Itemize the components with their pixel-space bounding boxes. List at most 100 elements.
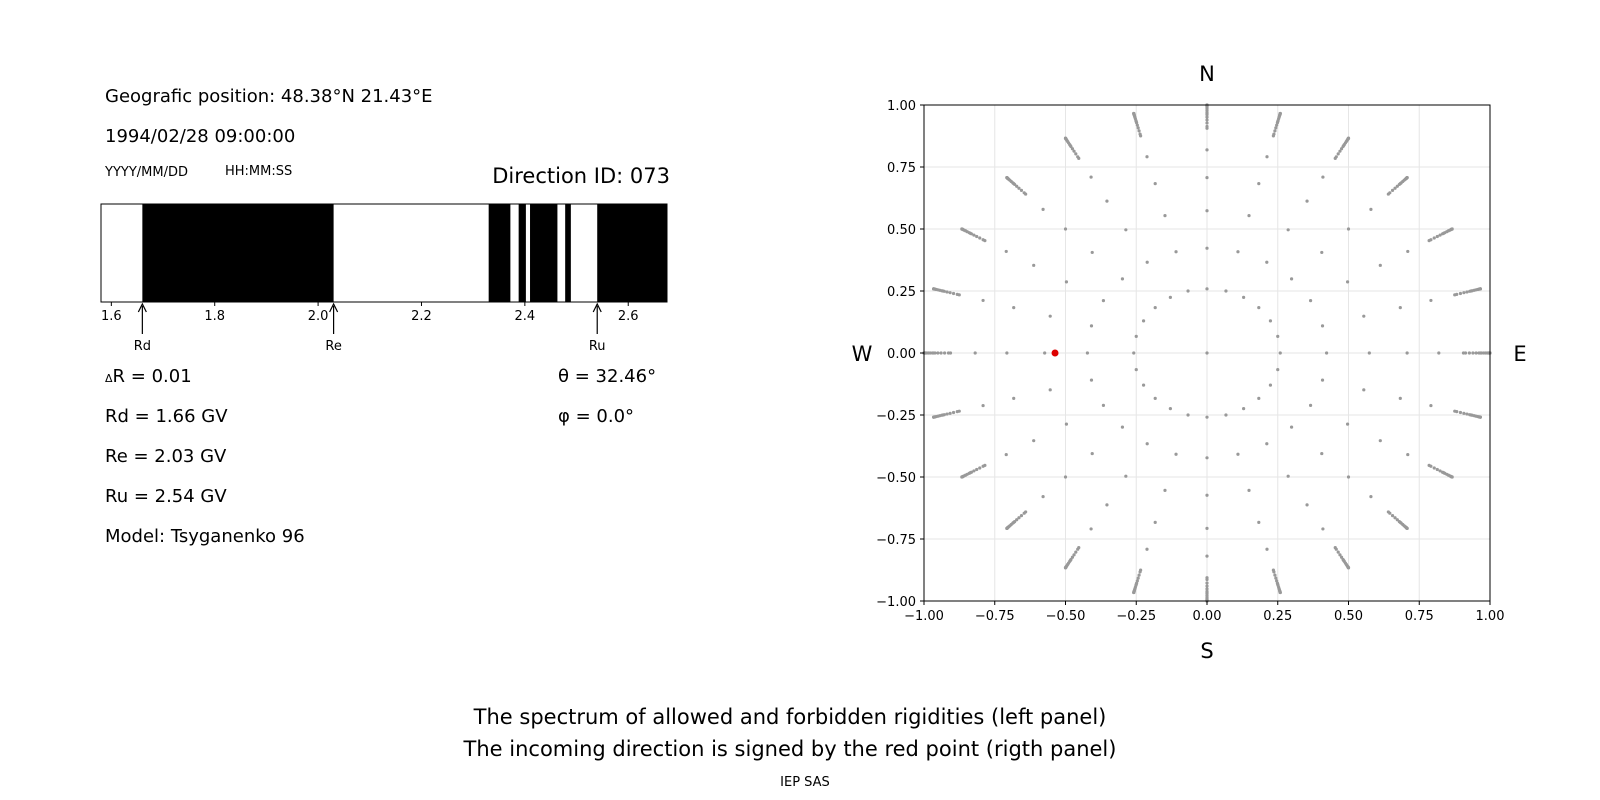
direction-point [1273,129,1277,133]
y-tick-label: −1.00 [876,595,916,610]
direction-point [1429,403,1433,408]
direction-point [948,291,952,295]
direction-point [1437,351,1441,355]
forbidden-band [565,204,571,302]
direction-point [1005,351,1009,355]
direction-point [1105,503,1109,507]
delta-r-value: ΔR = 0.01 [105,366,192,387]
direction-point [1072,149,1076,153]
direction-point [1247,488,1251,492]
direction-point [1168,406,1172,411]
direction-point [1186,413,1190,417]
direction-label-east: E [1513,342,1526,366]
direction-point [1458,291,1463,296]
direction-point [1205,113,1209,117]
direction-point [943,351,947,355]
direction-point [1153,182,1157,186]
direction-point [1274,126,1278,130]
direction-point [1388,511,1392,515]
direction-point [1005,526,1009,530]
marker-arrowhead [329,302,339,313]
direction-point [1450,227,1454,231]
direction-point [1205,577,1209,582]
direction-point [951,291,956,296]
spectrum-tick-label: 1.8 [204,309,225,324]
direction-point [981,238,985,242]
direction-point [1257,396,1261,400]
x-tick-label: 0.25 [1263,609,1292,624]
direction-point [1076,155,1080,159]
direction-point [1406,452,1410,457]
direction-point [1406,249,1410,254]
direction-point [1174,452,1178,456]
direction-point [1120,425,1125,429]
direction-point [955,292,959,296]
direction-point [1224,413,1228,417]
direction-point [1090,250,1094,255]
direction-point [1346,136,1351,140]
direction-point [1041,207,1045,211]
direction-point [1274,576,1278,580]
direction-point [1247,213,1251,218]
direction-point [1124,474,1128,478]
direction-point [1048,314,1052,318]
direction-point [1135,123,1139,127]
direction-point [1463,351,1468,355]
direction-point [1369,495,1373,499]
direction-point [1242,406,1246,411]
direction-point [1390,188,1395,193]
direction-point [1072,553,1076,557]
direction-point [1477,351,1481,355]
direction-point [1205,176,1209,180]
direction-point [945,412,949,416]
direction-point [1089,378,1094,382]
y-tick-label: 0.25 [887,285,916,300]
x-tick-label: 0.50 [1334,609,1363,624]
direction-point [1429,298,1433,303]
direction-point [1286,228,1290,232]
direction-point [1388,191,1392,195]
y-tick-label: −0.25 [876,409,916,424]
direction-point [930,351,935,355]
x-tick-label: 1.00 [1476,609,1505,624]
x-tick-label: 0.75 [1405,609,1434,624]
direction-point [1272,570,1276,574]
direction-point [1474,351,1478,355]
direction-point [1022,191,1026,195]
direction-point [1289,425,1294,429]
direction-point [1004,452,1008,457]
direction-label-west: W [852,342,873,366]
direction-point [1465,412,1469,416]
direction-point [1017,516,1021,520]
direction-point [978,236,982,240]
marker-arrowhead [137,302,147,313]
direction-point [1043,351,1047,355]
direction-point [1362,314,1366,318]
direction-point [955,410,959,414]
direction-point [936,351,940,355]
direction-id: Direction ID: 073 [492,164,670,188]
direction-point [1019,513,1024,518]
direction-point [1278,590,1282,595]
direction-point [1063,227,1068,231]
y-tick-label: −0.75 [876,533,916,548]
direction-point [1320,250,1324,255]
direction-point [1205,581,1209,585]
direction-point [1438,469,1442,473]
direction-point [1265,260,1269,264]
phi-value: φ = 0.0° [558,406,635,427]
direction-point [1163,213,1167,218]
direction-point [1224,289,1228,293]
direction-point [1378,263,1382,267]
spectrum-tick-label: 2.2 [411,309,432,324]
direction-point [1478,287,1482,291]
direction-point [1012,306,1016,310]
direction-point [1438,233,1442,237]
direction-point [1465,290,1469,294]
direction-point [1136,126,1140,130]
direction-point [1432,466,1436,470]
direction-point [1022,511,1026,515]
direction-label-south: S [1200,639,1213,663]
direction-point [1257,182,1261,186]
direction-point [1012,396,1016,400]
